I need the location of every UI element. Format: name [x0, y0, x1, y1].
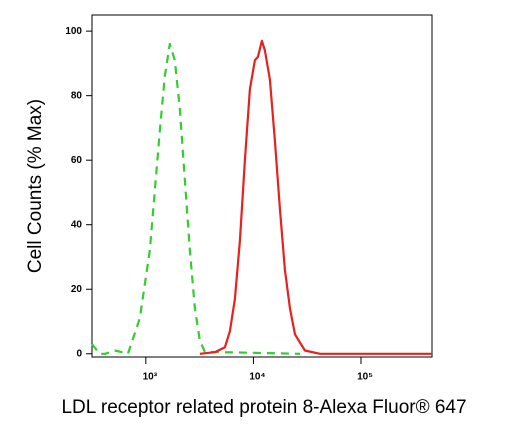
y-tick-label: 40: [71, 219, 83, 230]
y-tick-label: 20: [71, 284, 83, 295]
series-line: [91, 42, 301, 355]
y-tick-label: 100: [65, 26, 82, 37]
x-tick-label: 10⁴: [249, 372, 265, 383]
y-axis-label: Cell Counts (% Max): [25, 99, 46, 273]
y-tick-label: 0: [76, 348, 82, 359]
series-line: [199, 39, 432, 355]
y-tick-label: 60: [71, 155, 83, 166]
x-tick-label: 10⁵: [357, 372, 373, 383]
x-tick-label: 10³: [143, 372, 158, 383]
plot-frame: [91, 14, 433, 358]
x-axis-label: LDL receptor related protein 8-Alexa Flu…: [61, 397, 466, 418]
y-tick-label: 80: [71, 90, 83, 101]
